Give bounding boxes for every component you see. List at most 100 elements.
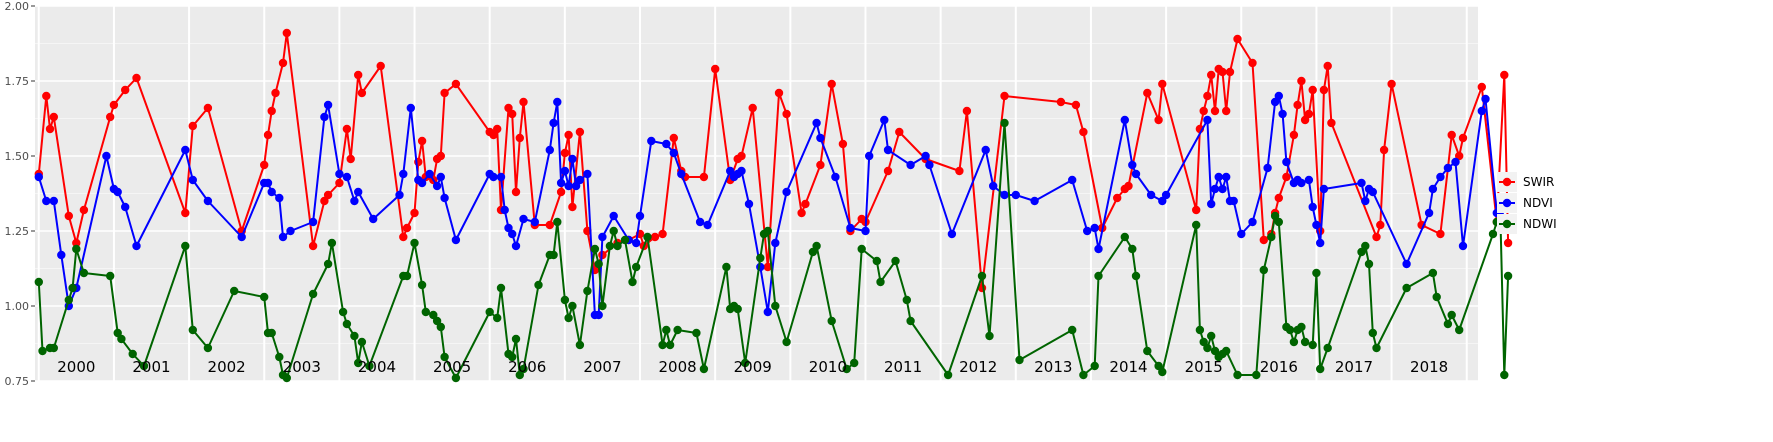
- data-point-ndwi: [763, 226, 772, 236]
- data-point-ndwi: [1443, 319, 1453, 329]
- data-point-ndvi: [1458, 241, 1468, 251]
- data-point-ndvi: [1146, 190, 1156, 200]
- data-point-ndwi: [1195, 325, 1205, 335]
- data-point-ndwi: [1090, 361, 1099, 371]
- data-point-ndwi: [432, 316, 442, 326]
- data-point-ndwi: [1207, 331, 1216, 341]
- data-point-ndvi: [846, 223, 855, 233]
- year-label: 2010: [809, 358, 847, 376]
- data-point-ndvi: [432, 181, 442, 191]
- data-point-swir: [511, 187, 521, 197]
- data-point-ndvi: [763, 307, 772, 317]
- data-point-ndvi: [1274, 91, 1284, 101]
- data-point-swir: [181, 208, 190, 218]
- data-point-swir: [1210, 106, 1220, 116]
- data-point-ndvi: [737, 166, 746, 176]
- data-point-swir: [42, 91, 51, 101]
- data-point-ndwi: [485, 307, 494, 317]
- data-point-swir: [883, 166, 893, 176]
- year-label: 2001: [132, 358, 170, 376]
- year-label: 2016: [1260, 358, 1298, 376]
- data-point-ndwi: [203, 343, 213, 353]
- data-point-ndvi: [350, 196, 359, 206]
- data-point-swir: [79, 205, 89, 215]
- data-point-ndvi: [42, 196, 51, 206]
- data-point-ndvi: [880, 115, 889, 125]
- data-point-ndwi: [1203, 343, 1212, 353]
- data-point-ndwi: [662, 325, 671, 335]
- data-point-ndwi: [808, 247, 818, 257]
- data-point-ndvi: [1068, 175, 1077, 185]
- data-point-swir: [1056, 97, 1066, 107]
- data-point-swir: [1233, 34, 1242, 44]
- data-point-swir: [1477, 82, 1487, 92]
- data-point-swir: [451, 79, 461, 89]
- data-point-swir: [64, 211, 74, 221]
- data-point-ndvi: [1083, 226, 1092, 236]
- data-point-ndwi: [496, 283, 506, 293]
- data-point-swir: [1282, 172, 1291, 182]
- data-point-swir: [440, 88, 449, 98]
- data-point-ndvi: [947, 229, 957, 239]
- data-point-ndvi: [1203, 115, 1212, 125]
- data-point-swir: [271, 88, 280, 98]
- data-point-ndvi: [369, 214, 378, 224]
- data-point-ndvi: [703, 220, 712, 230]
- data-point-swir: [1143, 88, 1152, 98]
- data-point-ndvi: [1222, 172, 1231, 182]
- data-point-ndvi: [1443, 163, 1453, 173]
- data-point-ndvi: [342, 172, 352, 182]
- data-point-swir: [106, 112, 115, 122]
- data-point-ndwi: [985, 331, 994, 341]
- data-point-ndwi: [1312, 268, 1321, 278]
- data-point-ndwi: [1285, 325, 1295, 335]
- data-point-ndvi: [545, 145, 554, 155]
- data-point-ndwi: [1447, 310, 1456, 320]
- data-point-ndwi: [436, 322, 445, 332]
- data-point-ndvi: [1030, 196, 1039, 206]
- data-point-ndwi: [139, 361, 149, 371]
- data-point-ndwi: [583, 286, 592, 296]
- data-point-ndvi: [816, 133, 825, 143]
- year-label: 2003: [283, 358, 321, 376]
- data-point-ndvi: [263, 178, 273, 188]
- data-point-ndwi: [605, 241, 615, 251]
- data-point-swir: [827, 79, 836, 89]
- data-point-ndwi: [1233, 370, 1242, 380]
- year-label: 2008: [658, 358, 696, 376]
- data-point-ndvi: [632, 238, 641, 248]
- data-point-ndwi: [977, 271, 987, 281]
- data-point-ndvi: [278, 232, 288, 242]
- data-point-swir: [560, 148, 570, 158]
- data-point-ndwi: [117, 334, 126, 344]
- series-ndvi: [34, 91, 1505, 320]
- data-point-swir: [1218, 67, 1227, 77]
- year-label: 2000: [57, 358, 95, 376]
- data-point-ndvi: [500, 205, 509, 215]
- data-point-ndvi: [1477, 106, 1487, 116]
- data-point-ndwi: [1068, 325, 1077, 335]
- series-line-ndwi: [37, 122, 1510, 379]
- data-point-ndwi: [1500, 370, 1509, 380]
- data-point-swir: [1376, 220, 1385, 230]
- data-point-ndvi: [508, 229, 517, 239]
- data-point-swir: [1124, 181, 1133, 191]
- data-point-ndwi: [857, 244, 866, 254]
- data-point-ndvi: [831, 172, 840, 182]
- data-point-swir: [1079, 127, 1088, 137]
- data-point-ndwi: [665, 340, 675, 350]
- data-point-ndvi: [1297, 178, 1306, 188]
- y-tick-label: 1.25: [5, 225, 30, 238]
- data-point-swir: [342, 124, 352, 134]
- data-point-ndvi: [1011, 190, 1020, 200]
- data-point-ndwi: [1361, 241, 1370, 251]
- data-point-ndvi: [320, 112, 329, 122]
- data-point-ndwi: [260, 292, 269, 302]
- data-point-swir: [1158, 79, 1167, 89]
- data-point-swir: [1199, 106, 1208, 116]
- data-point-ndwi: [1079, 370, 1088, 380]
- data-point-ndwi: [49, 343, 58, 353]
- data-point-ndwi: [308, 289, 318, 299]
- data-point-ndwi: [38, 346, 47, 356]
